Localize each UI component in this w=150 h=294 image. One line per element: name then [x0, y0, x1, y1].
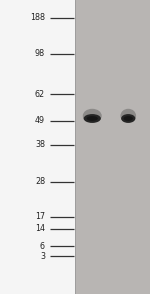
Text: 49: 49: [35, 116, 45, 125]
Ellipse shape: [120, 109, 136, 123]
Text: 188: 188: [30, 13, 45, 22]
Ellipse shape: [124, 116, 133, 121]
Text: 38: 38: [35, 140, 45, 149]
Text: 62: 62: [35, 90, 45, 98]
Text: 17: 17: [35, 213, 45, 221]
Bar: [75, 0, 150, 294]
Text: 98: 98: [35, 49, 45, 58]
Ellipse shape: [84, 114, 101, 123]
Text: 3: 3: [40, 252, 45, 261]
Ellipse shape: [87, 116, 98, 121]
Text: 28: 28: [35, 177, 45, 186]
Ellipse shape: [83, 109, 102, 123]
Text: 6: 6: [40, 242, 45, 250]
Ellipse shape: [121, 114, 135, 123]
Text: 14: 14: [35, 224, 45, 233]
Bar: [0, 0, 75, 294]
